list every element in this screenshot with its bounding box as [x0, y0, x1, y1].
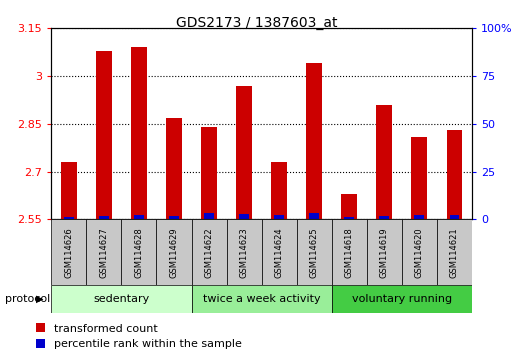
Bar — [64, 217, 74, 219]
Bar — [191, 285, 332, 313]
Bar — [344, 217, 354, 219]
Text: GSM114621: GSM114621 — [450, 227, 459, 278]
Text: GSM114620: GSM114620 — [415, 227, 424, 278]
Bar — [411, 137, 427, 219]
Bar — [274, 215, 284, 219]
Text: voluntary running: voluntary running — [352, 294, 452, 304]
Bar — [51, 285, 191, 313]
Bar — [402, 219, 437, 285]
Bar — [99, 216, 109, 219]
Bar — [341, 194, 357, 219]
Text: GSM114622: GSM114622 — [205, 227, 213, 278]
Bar — [236, 86, 252, 219]
Text: GSM114623: GSM114623 — [240, 227, 249, 278]
Text: protocol: protocol — [5, 294, 50, 304]
Text: GSM114625: GSM114625 — [310, 227, 319, 278]
Bar — [239, 214, 249, 219]
Text: GSM114619: GSM114619 — [380, 227, 389, 278]
Bar — [367, 219, 402, 285]
Text: ▶: ▶ — [36, 294, 44, 304]
Bar — [446, 130, 462, 219]
Bar — [134, 215, 144, 219]
Text: GSM114618: GSM114618 — [345, 227, 354, 278]
Bar — [332, 219, 367, 285]
Text: GDS2173 / 1387603_at: GDS2173 / 1387603_at — [176, 16, 337, 30]
Bar — [227, 219, 262, 285]
Bar — [191, 219, 227, 285]
Bar — [437, 219, 472, 285]
Bar — [332, 285, 472, 313]
Bar — [204, 213, 214, 219]
Text: GSM114627: GSM114627 — [100, 227, 108, 278]
Text: GSM114629: GSM114629 — [169, 227, 179, 278]
Bar — [131, 47, 147, 219]
Bar — [122, 219, 156, 285]
Bar — [96, 51, 112, 219]
Bar — [309, 213, 319, 219]
Text: GSM114624: GSM114624 — [274, 227, 284, 278]
Text: GSM114626: GSM114626 — [64, 227, 73, 278]
Text: twice a week activity: twice a week activity — [203, 294, 321, 304]
Bar — [156, 219, 191, 285]
Bar — [377, 105, 392, 219]
Bar — [61, 162, 77, 219]
Bar — [86, 219, 122, 285]
Bar — [169, 216, 179, 219]
Bar — [380, 216, 389, 219]
Bar — [271, 162, 287, 219]
Bar — [51, 219, 86, 285]
Bar — [297, 219, 332, 285]
Bar — [262, 219, 297, 285]
Legend: transformed count, percentile rank within the sample: transformed count, percentile rank withi… — [36, 324, 242, 349]
Bar — [449, 215, 459, 219]
Bar — [201, 127, 217, 219]
Text: GSM114628: GSM114628 — [134, 227, 144, 278]
Bar — [306, 63, 322, 219]
Bar — [415, 215, 424, 219]
Text: sedentary: sedentary — [93, 294, 149, 304]
Bar — [166, 118, 182, 219]
